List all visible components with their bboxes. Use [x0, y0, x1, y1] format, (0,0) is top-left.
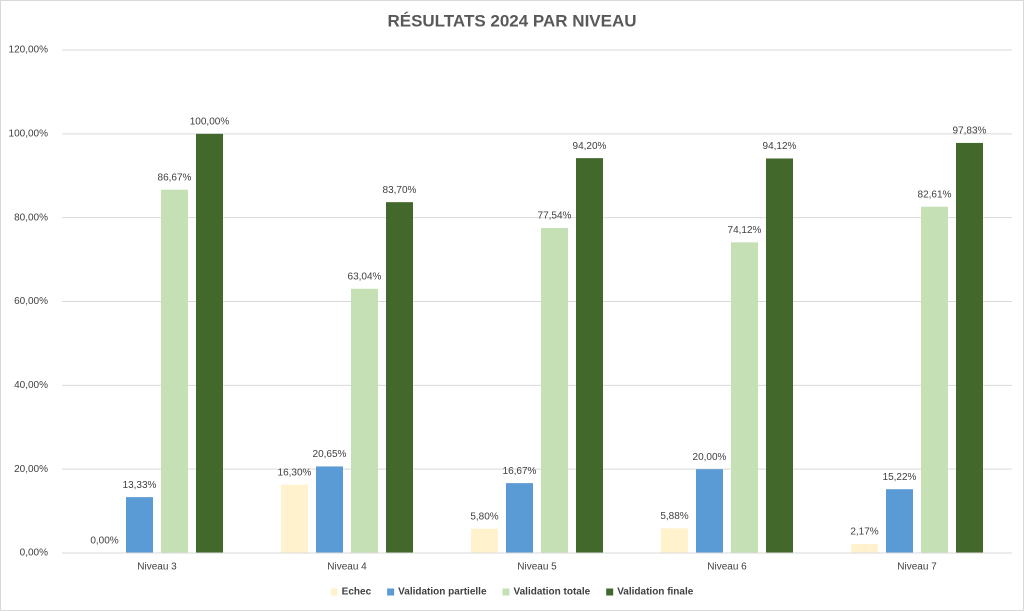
- bar: [161, 189, 188, 553]
- data-label: 100,00%: [190, 116, 230, 127]
- y-tick-label: 20,00%: [14, 464, 48, 475]
- data-label: 82,61%: [918, 189, 952, 200]
- bar: [506, 483, 533, 553]
- legend-label: Validation finale: [617, 587, 694, 598]
- data-label: 74,12%: [728, 225, 762, 236]
- legend-swatch: [502, 588, 510, 596]
- data-label: 16,67%: [503, 466, 537, 477]
- data-label: 20,00%: [693, 452, 727, 463]
- bar: [281, 484, 308, 553]
- legend-label: Validation totale: [514, 587, 591, 598]
- bar: [386, 202, 413, 553]
- y-tick-label: 60,00%: [14, 296, 48, 307]
- legend-label: Validation partielle: [398, 587, 487, 598]
- data-label: 86,67%: [158, 172, 192, 183]
- legend-swatch: [387, 588, 395, 596]
- x-tick-label: Niveau 6: [707, 562, 747, 573]
- bar: [541, 227, 568, 554]
- data-label: 5,88%: [660, 511, 688, 522]
- y-tick-label: 0,00%: [20, 548, 48, 559]
- bar: [851, 543, 878, 553]
- bar: [661, 528, 688, 553]
- data-label: 0,00%: [90, 536, 118, 547]
- legend-swatch: [330, 588, 338, 596]
- data-label: 94,12%: [763, 141, 797, 152]
- x-tick-label: Niveau 7: [897, 562, 937, 573]
- data-label: 83,70%: [383, 185, 417, 196]
- bar: [576, 158, 603, 553]
- data-label: 77,54%: [538, 211, 572, 222]
- y-tick-label: 120,00%: [9, 45, 49, 56]
- x-tick-label: Niveau 5: [517, 562, 557, 573]
- bar: [351, 288, 378, 553]
- x-tick-label: Niveau 3: [137, 562, 177, 573]
- data-label: 20,65%: [313, 449, 347, 460]
- legend-swatch: [606, 588, 614, 596]
- chart-title: RÉSULTATS 2024 PAR NIVEAU: [387, 11, 636, 30]
- y-tick-label: 40,00%: [14, 380, 48, 391]
- bar: [696, 469, 723, 553]
- data-label: 5,80%: [470, 511, 498, 522]
- bar: [731, 242, 758, 553]
- data-label: 15,22%: [883, 472, 917, 483]
- data-label: 16,30%: [278, 467, 312, 478]
- data-label: 13,33%: [123, 480, 157, 491]
- data-label: 94,20%: [573, 141, 607, 152]
- y-tick-label: 80,00%: [14, 212, 48, 223]
- data-label: 2,17%: [850, 527, 878, 538]
- bar: [471, 528, 498, 553]
- data-label: 97,83%: [953, 126, 987, 137]
- bar: [886, 489, 913, 553]
- legend-label: Echec: [342, 587, 372, 598]
- bar: [766, 158, 793, 553]
- bar: [956, 142, 983, 553]
- x-tick-label: Niveau 4: [327, 562, 367, 573]
- bar: [196, 133, 223, 554]
- y-tick-label: 100,00%: [9, 128, 49, 139]
- bar: [921, 206, 948, 553]
- data-label: 63,04%: [348, 271, 382, 282]
- bar: [316, 466, 343, 553]
- bar: [126, 497, 153, 553]
